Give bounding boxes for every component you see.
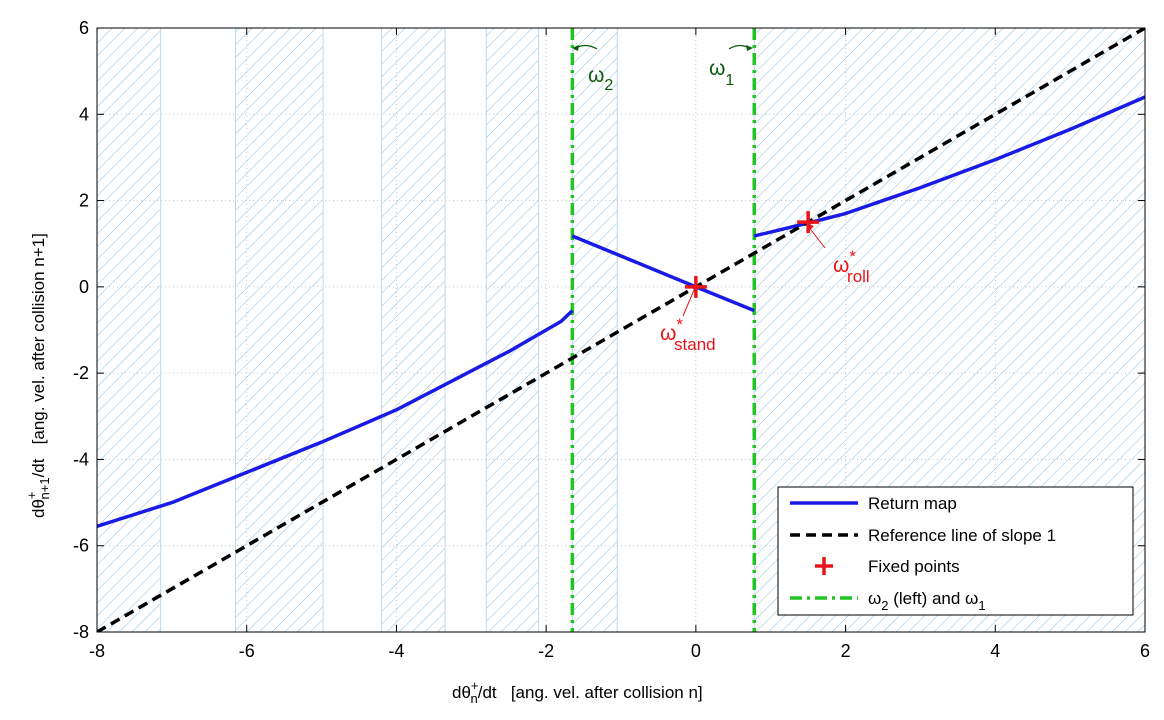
x-axis-label-main: dθ [452,683,471,702]
stand-label-sup: * [676,315,683,334]
plot-frame [96,27,1146,633]
stand-label-sub: stand [674,335,716,354]
x-tick-label: -6 [239,641,255,661]
y-axis-label-sup: + [24,491,39,499]
return-map-line [753,95,1145,238]
y-axis-label-main: dθ [29,499,48,518]
x-axis-label: dθ+ n/dt [ang. vel. after collision n] [452,678,703,706]
legend-label-fixed-points: Fixed points [868,557,960,576]
legend-box [777,486,1134,616]
y-tick-label: -8 [73,622,89,642]
svg-text:ω1: ω1 [709,57,734,89]
return-map-line [97,309,574,528]
shaded-band [381,28,446,632]
shaded-band [235,28,324,632]
legend-label-return-map: Return map [868,494,957,513]
legend-omega-sub2: 1 [978,598,985,613]
legend-label-reference: Reference line of slope 1 [868,526,1056,545]
y-tick-label: 0 [79,277,89,297]
roll-label-sub: roll [847,267,870,286]
y-tick-label: 6 [79,18,89,38]
y-tick-label: -6 [73,536,89,556]
series-group [97,28,1145,632]
svg-text:ω*stand: ω* stand [660,315,716,354]
svg-text:ω2: ω2 [588,64,613,94]
y-tick-label: -2 [73,363,89,383]
omega2-label-base: ω [588,64,604,87]
x-axis-label-tail: /dt [ang. vel. after collision n] [478,683,703,702]
shaded-band [97,28,161,632]
stand-label-base: ω [660,322,676,345]
omega-roll-annotation: ω* roll [806,223,870,286]
y-axis-label-sub: n+1 [37,477,52,499]
legend-label-omega: ω2 (left) and ω1 [868,589,986,613]
y-tick-label: 2 [79,191,89,211]
omega2-label-sub: 2 [604,77,613,94]
y-ticks: -8 -6 -4 -2 0 2 4 6 [73,18,1145,642]
legend-omega-sub: 2 [881,598,888,613]
y-tick-label: 4 [79,104,89,124]
x-tick-label: -2 [538,641,554,661]
x-tick-label: -8 [89,641,105,661]
y-axis-label: dθ+n+1/dt [ang. vel. after collision n+1… [24,233,52,518]
x-tick-label: 4 [990,641,1000,661]
reference-line [97,28,1145,632]
legend: Return map Reference line of slope 1 Fix… [777,486,1134,616]
omega1-label-base: ω [709,57,725,80]
fixed-point-marker [684,275,707,298]
x-ticks: -8 -6 -4 -2 0 2 4 6 [89,28,1150,661]
legend-omega-main: ω [868,589,881,608]
omega1-label-sub: 1 [725,72,734,89]
omega-stand-annotation: ω* stand [660,289,716,354]
x-axis-label-sup: + [471,678,479,693]
legend-swatch-fixed-points [815,557,833,575]
x-tick-label: 0 [691,641,701,661]
x-tick-label: 6 [1140,641,1150,661]
omega-lines [570,28,756,632]
y-axis-label-tail: /dt [ang. vel. after collision n+1] [29,233,48,477]
omega2-annotation: ω2 [572,44,613,94]
omega1-annotation: ω1 [709,44,753,89]
shaded-band [486,28,539,632]
y-tick-label: -4 [73,449,89,469]
legend-omega-tail: (left) and ω [889,589,979,608]
svg-text:ω*roll: ω* roll [833,247,870,286]
x-tick-label: 2 [841,641,851,661]
fixed-point-marker [797,211,820,234]
roll-label-base: ω [833,254,849,277]
x-axis-label-sub: n [471,691,478,706]
fixed-point-markers [684,211,820,298]
grid-lines [97,28,1145,632]
shaded-band [572,28,618,632]
roll-label-sup: * [849,247,856,266]
x-tick-label: -4 [388,641,404,661]
